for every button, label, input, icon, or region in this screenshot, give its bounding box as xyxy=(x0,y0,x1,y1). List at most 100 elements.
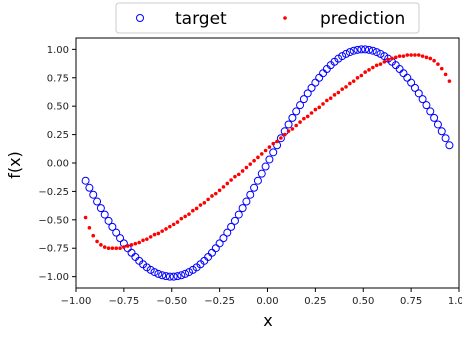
y-tick-label: −0.75 xyxy=(38,244,69,255)
target-point xyxy=(345,48,354,57)
legend-target-label: target xyxy=(175,9,227,29)
target-point xyxy=(215,239,224,248)
prediction-point xyxy=(363,70,367,74)
target-point xyxy=(162,272,171,281)
prediction-point xyxy=(309,111,314,115)
prediction-point xyxy=(390,56,394,61)
y-tick-label: −0.25 xyxy=(38,187,69,198)
target-point xyxy=(154,269,163,278)
target-point xyxy=(211,244,220,253)
prediction-point xyxy=(302,116,306,121)
target-point xyxy=(104,216,113,225)
target-point xyxy=(150,268,159,277)
prediction-point xyxy=(340,87,344,91)
legend-prediction-label: prediction xyxy=(320,9,405,29)
prediction-point xyxy=(217,188,222,193)
legend-box xyxy=(115,2,420,34)
prediction-point xyxy=(233,174,237,179)
target-point xyxy=(430,113,439,122)
prediction-point xyxy=(271,141,276,146)
legend: target prediction xyxy=(115,2,420,34)
prediction-point xyxy=(275,139,279,144)
target-point xyxy=(93,197,102,206)
prediction-point xyxy=(183,214,187,219)
prediction-point xyxy=(394,55,398,60)
prediction-point xyxy=(397,54,402,58)
prediction-point xyxy=(171,222,176,227)
target-point xyxy=(372,48,381,57)
prediction-point xyxy=(279,136,283,140)
target-point xyxy=(165,272,174,281)
target-point xyxy=(422,101,431,110)
prediction-point xyxy=(447,79,452,83)
prediction-point xyxy=(125,244,130,248)
prediction-point xyxy=(198,203,203,207)
prediction-point xyxy=(432,58,436,63)
target-point xyxy=(173,272,182,281)
prediction-point xyxy=(206,197,210,202)
prediction-point xyxy=(145,237,149,241)
target-point xyxy=(184,268,193,277)
prediction-point xyxy=(213,191,218,196)
prediction-point xyxy=(133,241,138,246)
y-tick-label: −1.00 xyxy=(38,272,69,283)
prediction-point xyxy=(168,224,172,229)
prediction-point xyxy=(225,181,230,186)
prediction-point xyxy=(401,54,406,58)
prediction-point xyxy=(416,53,421,57)
target-point xyxy=(338,52,347,61)
y-tick-label: 0.75 xyxy=(47,73,69,84)
x-tick-label: 0.50 xyxy=(352,296,374,307)
target-point xyxy=(230,216,239,225)
target-point xyxy=(288,113,297,122)
prediction-point xyxy=(286,129,291,133)
prediction-point xyxy=(256,155,260,160)
prediction-point xyxy=(229,178,233,182)
target-point xyxy=(112,228,121,237)
prediction-point xyxy=(152,232,157,237)
prediction-point xyxy=(443,72,448,77)
target-point xyxy=(100,210,109,219)
prediction-point xyxy=(325,98,329,103)
prediction-point xyxy=(160,229,164,233)
target-point xyxy=(246,190,255,199)
target-point xyxy=(250,183,259,192)
prediction-point xyxy=(428,56,433,61)
x-axis-label: x xyxy=(263,311,272,330)
prediction-point xyxy=(202,200,207,205)
target-point xyxy=(223,228,232,237)
prediction-point xyxy=(439,66,444,71)
target-point xyxy=(234,210,243,219)
target-point xyxy=(81,176,90,185)
prediction-point xyxy=(332,93,337,97)
prediction-point xyxy=(118,246,122,251)
prediction-point xyxy=(210,194,214,198)
target-point xyxy=(284,120,293,129)
prediction-point xyxy=(248,162,253,166)
prediction-point xyxy=(424,55,429,60)
y-tick-label: 0.00 xyxy=(47,159,69,170)
target-point xyxy=(403,73,412,82)
prediction-point xyxy=(221,185,226,189)
target-point xyxy=(364,45,373,54)
prediction-point xyxy=(83,215,88,220)
prediction-point xyxy=(371,65,375,70)
target-point xyxy=(85,183,94,192)
prediction-point xyxy=(259,152,264,156)
prediction-point xyxy=(367,68,371,72)
x-tick-label: −1.00 xyxy=(61,296,92,307)
target-point xyxy=(261,162,270,171)
prediction-point xyxy=(240,169,245,173)
target-point xyxy=(361,45,370,54)
target-series xyxy=(81,45,454,281)
y-tick-label: −0.50 xyxy=(38,215,69,226)
target-point xyxy=(437,127,446,136)
x-tick-label: −0.75 xyxy=(109,296,140,307)
legend-target-marker xyxy=(136,14,144,22)
prediction-point xyxy=(156,231,161,236)
target-point xyxy=(376,49,385,58)
prediction-point xyxy=(122,245,126,249)
prediction-point xyxy=(175,220,180,224)
target-point xyxy=(292,107,301,116)
